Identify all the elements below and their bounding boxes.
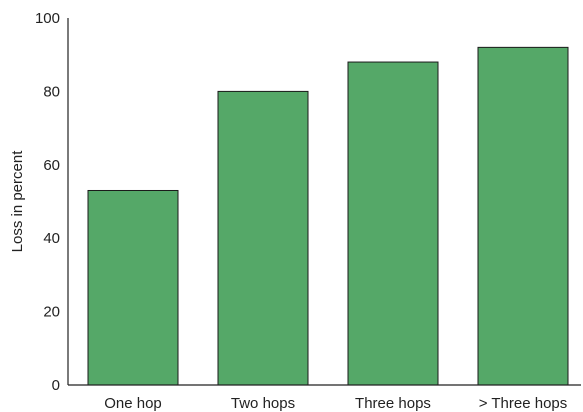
x-axis-ticks: One hop Two hops Three hops > Three hops bbox=[104, 395, 567, 412]
x-tick-label: One hop bbox=[104, 395, 162, 412]
y-axis-label: Loss in percent bbox=[9, 150, 26, 253]
y-tick-label: 0 bbox=[52, 377, 60, 394]
bar bbox=[87, 189, 179, 386]
bar bbox=[347, 61, 439, 386]
y-axis-ticks: 0 20 40 60 80 100 bbox=[35, 10, 60, 394]
y-tick-label: 20 bbox=[43, 304, 60, 321]
bar bbox=[477, 46, 569, 386]
y-tick-label: 80 bbox=[43, 83, 60, 100]
y-tick-label: 100 bbox=[35, 10, 60, 27]
y-tick-label: 60 bbox=[43, 157, 60, 174]
x-tick-label: Three hops bbox=[355, 395, 431, 412]
x-tick-label: > Three hops bbox=[479, 395, 568, 412]
y-tick-label: 40 bbox=[43, 230, 60, 247]
bar bbox=[217, 90, 309, 386]
bars bbox=[87, 46, 569, 386]
x-tick-label: Two hops bbox=[231, 395, 295, 412]
